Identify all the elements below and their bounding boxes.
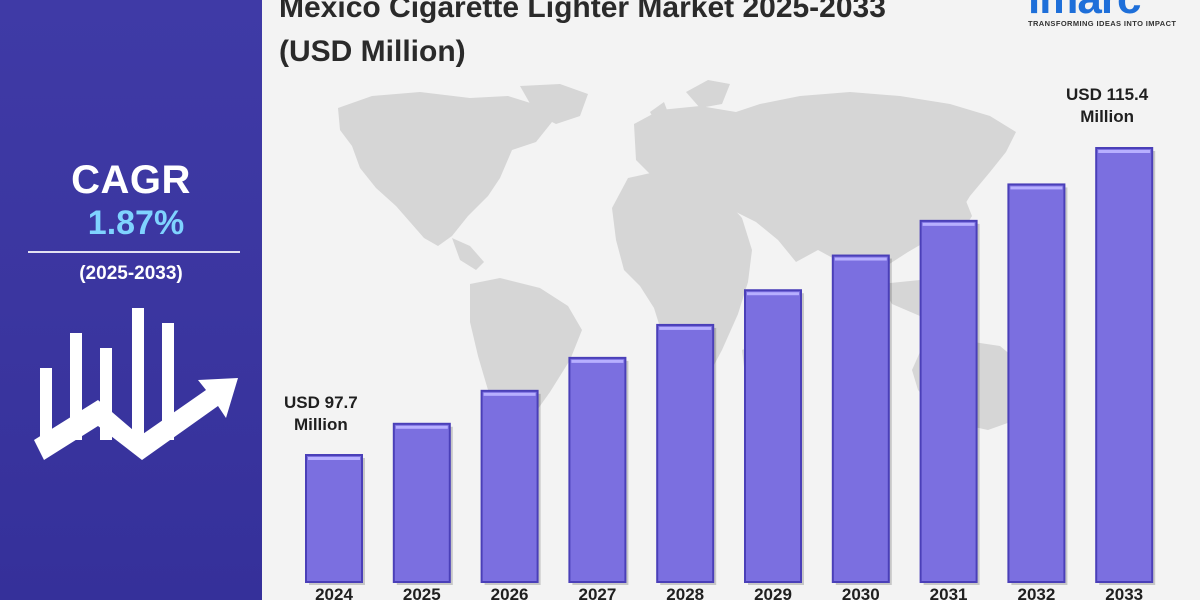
callout-2033-value: USD 115.4: [1066, 85, 1149, 104]
x-tick-label: 2033: [1105, 585, 1143, 600]
cagr-panel: CAGR 1.87% (2025-2033): [0, 0, 262, 600]
bar-highlight: [1010, 186, 1063, 190]
bar-highlight: [395, 425, 448, 429]
bar-rect: [1007, 183, 1066, 583]
imarc-logo: imarc TRANSFORMING IDEAS INTO IMPACT: [1022, 0, 1182, 36]
bar-highlight: [308, 457, 360, 460]
callout-2024-value: USD 97.7: [284, 393, 358, 412]
bar-rect: [305, 454, 363, 583]
bar-highlight: [483, 392, 536, 396]
bar-2031: 2031: [919, 219, 980, 600]
bar-2029: 2029: [744, 289, 804, 600]
x-tick-label: 2027: [578, 585, 616, 600]
bar-2032: 2032: [1007, 183, 1068, 600]
bar-rect: [480, 389, 539, 583]
x-tick-label: 2028: [666, 585, 704, 600]
bar-rect: [1095, 147, 1154, 583]
x-tick-label: 2031: [930, 585, 968, 600]
bar-2033: 2033: [1095, 147, 1156, 600]
bar-rect: [392, 422, 451, 583]
x-tick-label: 2024: [315, 585, 353, 600]
x-tick-label: 2025: [403, 585, 441, 600]
callout-2033: USD 115.4 Million: [1066, 84, 1148, 128]
bar-2030: 2030: [831, 254, 892, 600]
callout-2024-unit: Million: [293, 415, 348, 434]
bar-2026: 2026: [480, 389, 541, 600]
bar-2028: 2028: [656, 323, 717, 600]
callout-2033-unit: Million: [1080, 107, 1135, 126]
bar-rect: [919, 219, 978, 584]
bar-highlight: [834, 257, 887, 261]
bar-2027: 2027: [568, 356, 629, 600]
x-tick-label: 2032: [1017, 585, 1055, 600]
bar-rect: [568, 356, 627, 583]
logo-wordmark: imarc: [1028, 0, 1141, 24]
bar-highlight: [747, 292, 799, 296]
growth-chart-icon: [34, 308, 238, 460]
x-tick-label: 2026: [491, 585, 529, 600]
chart-title: Mexico Cigarette Lighter Market 2025-203…: [279, 0, 886, 74]
bar-rect: [831, 254, 890, 584]
chart-title-line1: Mexico Cigarette Lighter Market 2025-203…: [279, 0, 886, 24]
bar-2024: 2024: [305, 454, 365, 600]
bar-highlight: [1098, 150, 1151, 153]
cagr-period: (2025-2033): [79, 263, 183, 284]
chart-title-line2: (USD Million): [279, 35, 466, 68]
bar-rect: [744, 289, 802, 583]
bar-highlight: [571, 359, 624, 363]
x-tick-label: 2030: [842, 585, 880, 600]
logo-tagline: TRANSFORMING IDEAS INTO IMPACT: [1028, 19, 1177, 28]
cagr-divider: [28, 251, 240, 253]
bar-rect: [656, 323, 715, 583]
cagr-label: CAGR: [71, 158, 191, 202]
bar-2025: 2025: [392, 422, 453, 600]
x-tick-label: 2029: [754, 585, 792, 600]
bar-highlight: [922, 222, 975, 226]
cagr-value: 1.87%: [87, 204, 185, 242]
bar-highlight: [659, 326, 712, 330]
callout-2024: USD 97.7 Million: [284, 392, 358, 436]
